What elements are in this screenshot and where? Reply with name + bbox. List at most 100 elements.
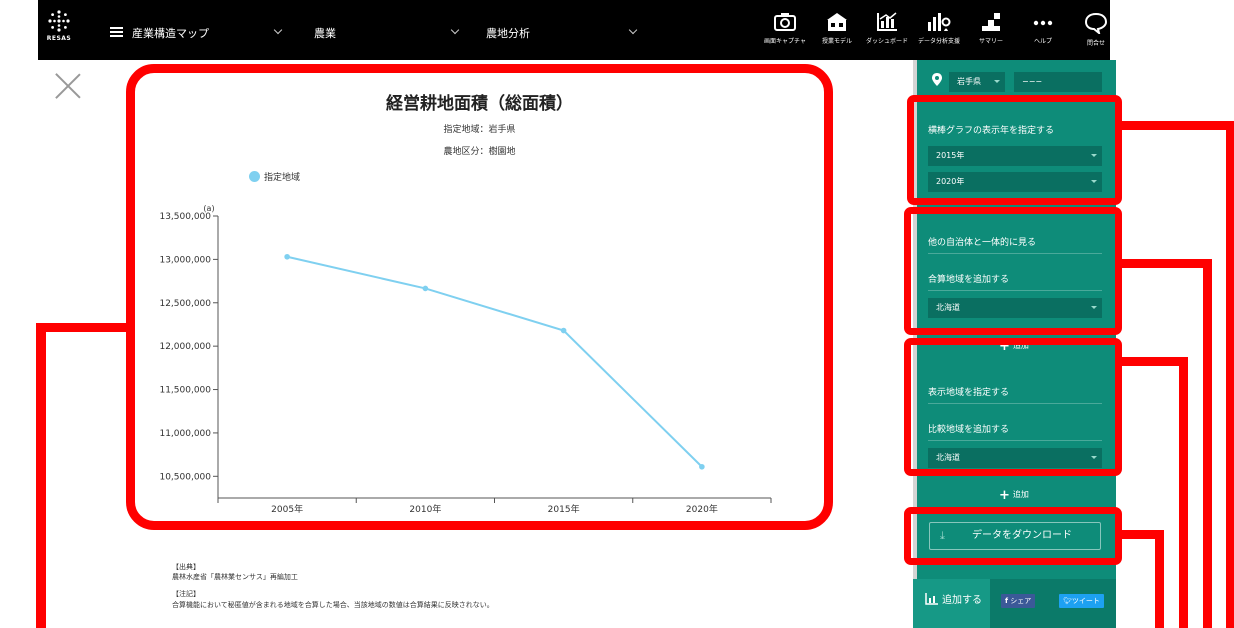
plus-icon: + [999,339,1010,354]
tool-label: ダッシュボード [865,38,908,45]
dropdown-arrow-icon [1091,306,1097,309]
close-icon[interactable] [55,73,81,99]
logo-text: RESAS [46,35,72,42]
y-tick-label: 12,000,000 [159,342,211,352]
connector-line [1226,121,1234,628]
chart-add-icon [925,593,938,605]
connector-line [1120,121,1234,130]
tool-label: データ分析支援 [917,38,960,45]
divider [928,290,1102,291]
prefecture-select[interactable]: 岩手県 [949,72,1005,92]
display-heading: 表示地域を指定する [928,388,1010,398]
summary-button[interactable]: サマリー [963,12,1019,45]
download-button[interactable]: ⤓ データをダウンロード [929,522,1101,550]
contact-button[interactable]: 問合せ [1068,12,1124,47]
chart-region-line: 指定地域：岩手県 [443,125,516,135]
compare-region-select[interactable]: 北海道 [928,448,1102,468]
facebook-share-button[interactable]: f シェア [1001,594,1036,608]
source-heading: 【出典】 [172,563,200,571]
tweet-label: ツイート [1071,597,1100,605]
tweet-button[interactable]: 🐦︎ツイート [1059,594,1104,608]
data-point [560,327,567,334]
connector-line [1120,530,1164,539]
download-icon: ⤓ [940,529,945,542]
x-tick-label: 2020年 [686,503,718,515]
class-model-button[interactable]: 授業モデル [809,12,865,45]
resas-logo[interactable]: RESAS [46,10,72,42]
analysis-select[interactable]: 農地分析 [486,27,530,40]
dashboard-button[interactable]: ダッシュボード [859,12,915,45]
chart-panel: 経営耕地面積（総面積） 指定地域：岩手県 農地区分：樹園地 指定地域 (a) 13… [126,64,833,530]
y-tick-label: 10,500,000 [159,472,211,482]
dropdown-arrow-icon [994,80,1000,83]
add-button-label: 追加する [942,595,982,606]
highlight-merge-card [904,207,1122,335]
dropdown-arrow-icon [1091,456,1097,459]
chart-legend[interactable]: 指定地域 [249,170,300,183]
x-tick-label: 2010年 [409,503,441,515]
map-menu-title[interactable]: 産業構造マップ [132,27,209,40]
data-point [699,463,705,470]
school-icon [827,13,847,31]
year-heading: 横棒グラフの表示年を指定する [928,126,1055,136]
merge-region-select[interactable]: 北海道 [928,298,1102,318]
data-analysis-button[interactable]: データ分析支援 [911,12,967,45]
tool-label: 問合せ [1086,40,1105,47]
series-line [286,255,703,468]
tool-label: サマリー [978,38,1003,45]
compare-region-value: 北海道 [936,453,960,462]
facebook-icon: f [1005,597,1009,605]
industry-select[interactable]: 農業 [314,27,336,40]
year-to-select[interactable]: 2020年 [928,172,1102,192]
twitter-icon: 🐦︎ [1063,597,1072,605]
add-to-dashboard-button[interactable]: 追加する [913,579,990,628]
connector-line [1120,259,1212,268]
y-tick-label: 13,500,000 [159,212,211,222]
year-to-value: 2020年 [936,177,965,186]
highlight-download [904,507,1122,565]
city-select[interactable]: −−− [1014,72,1102,92]
x-tick-label: 2005年 [271,503,303,515]
divider [928,403,1102,404]
connector-line [36,323,132,332]
download-label: データをダウンロード [972,530,1072,541]
connector-line [36,323,46,628]
add-compare-button[interactable]: + 追加 [999,488,1029,503]
y-axis-unit: (a) [203,204,214,213]
connector-line [1120,357,1188,366]
logo-dots-icon [48,10,70,32]
highlight-display-card [904,338,1122,476]
chat-icon [1084,12,1108,34]
add-merge-button[interactable]: + 追加 [999,339,1029,354]
menu-icon[interactable] [110,27,123,37]
y-tick-label: 13,000,000 [159,255,211,265]
top-navigation-bar: RESAS 産業構造マップ 農業 農地分析 画面キャプチャ 授業モデル ダッシュ… [38,0,1110,60]
help-button[interactable]: ヘルプ [1015,12,1071,45]
y-tick-label: 11,500,000 [159,386,211,396]
chevron-down-icon[interactable] [273,25,283,35]
sidebar-bottom-bar: 追加する f シェア 🐦︎ツイート [913,579,1116,628]
connector-line [1179,357,1188,628]
merge-region-value: 北海道 [936,303,960,312]
plus-icon: + [999,488,1010,503]
screen-capture-button[interactable]: 画面キャプチャ [757,12,813,45]
chart-category-line: 農地区分：樹園地 [443,147,516,157]
dropdown-arrow-icon [1091,154,1097,157]
more-icon [1033,20,1053,26]
summary-icon [982,13,1000,31]
camera-icon [774,13,796,31]
note-heading: 【注記】 [172,590,200,598]
location-pin-icon [932,73,942,86]
tool-label: 授業モデル [821,38,852,45]
share-label: シェア [1010,597,1032,605]
chevron-down-icon[interactable] [450,25,460,35]
dashboard-icon [877,12,897,31]
connector-line [1203,259,1212,628]
chevron-down-icon[interactable] [628,25,638,35]
city-value: −−− [1022,77,1043,86]
y-tick-label: 12,500,000 [159,299,211,309]
source-text: 農林水産省「農林業センサス」再編加工 [172,573,298,581]
year-from-select[interactable]: 2015年 [928,146,1102,166]
connector-line [1155,530,1164,628]
add-label: 追加 [1012,490,1029,499]
